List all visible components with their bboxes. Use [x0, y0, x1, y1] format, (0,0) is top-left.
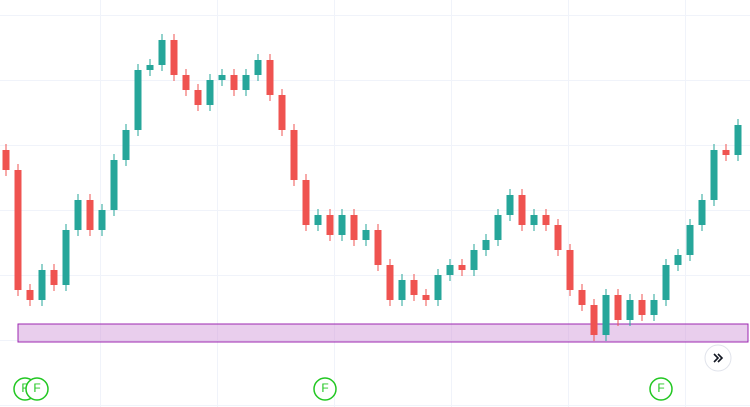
candle-body [302, 180, 310, 225]
candle-body [62, 230, 70, 285]
marker-circle [313, 377, 337, 401]
candle-body [434, 275, 442, 300]
candle-body [290, 130, 298, 180]
candle-body [74, 200, 82, 230]
candle-body [110, 160, 118, 210]
candle-body [86, 200, 94, 230]
candle-body [494, 215, 502, 240]
candle-body [362, 230, 370, 240]
candle-body [122, 130, 130, 160]
candle-body [458, 265, 466, 270]
candle-body [602, 295, 610, 335]
candle-body [134, 70, 142, 130]
chevron-icon[interactable] [713, 353, 724, 363]
candle-body [662, 265, 670, 300]
candle-body [254, 60, 262, 75]
candle-body [182, 75, 190, 90]
candle-body [278, 95, 286, 130]
candle-body [470, 250, 478, 270]
candle-body [398, 280, 406, 300]
candle-body [530, 215, 538, 225]
candle-body [650, 300, 658, 315]
candle-body [566, 250, 574, 290]
candle-body [314, 215, 322, 225]
candle-body [710, 150, 718, 200]
marker-label: F [33, 381, 40, 395]
candle-body [266, 60, 274, 95]
candle-body [350, 215, 358, 240]
candle-body [614, 295, 622, 320]
candle-body [386, 265, 394, 300]
candle-body [158, 40, 166, 65]
candle-body [146, 65, 154, 70]
candle-body [2, 150, 10, 170]
candle-body [14, 170, 22, 290]
candle-body [338, 215, 346, 235]
candle-body [374, 230, 382, 265]
marker-label: F [21, 381, 28, 395]
zone [17, 323, 749, 343]
candle-body [518, 195, 526, 225]
candle-body [194, 90, 202, 105]
candle-body [446, 265, 454, 275]
candle-body [26, 290, 34, 300]
candle-body [98, 210, 106, 230]
candle-body [554, 225, 562, 250]
candle-body [326, 215, 334, 235]
candle-body [734, 125, 742, 155]
scroll-button[interactable] [703, 343, 733, 373]
candle-body [242, 75, 250, 90]
marker-circle [25, 377, 49, 401]
candle-body [674, 255, 682, 265]
candle-body [626, 300, 634, 320]
candle-body [686, 225, 694, 255]
marker-label: F [321, 381, 328, 395]
candle-body [506, 195, 514, 215]
candle-body [170, 40, 178, 75]
candle-body [638, 300, 646, 315]
candle-body [722, 150, 730, 155]
candle-body [698, 200, 706, 225]
candle-body [230, 75, 238, 90]
candle-body [206, 80, 214, 105]
candle-body [38, 270, 46, 300]
candle-body [218, 75, 226, 80]
marker-circle [649, 377, 673, 401]
marker-label: F [657, 381, 664, 395]
candle-body [422, 295, 430, 300]
candle-body [482, 240, 490, 250]
candle-body [410, 280, 418, 295]
candle-body [578, 290, 586, 305]
candle-body [50, 270, 58, 285]
candle-body [542, 215, 550, 225]
candle-body [590, 305, 598, 335]
